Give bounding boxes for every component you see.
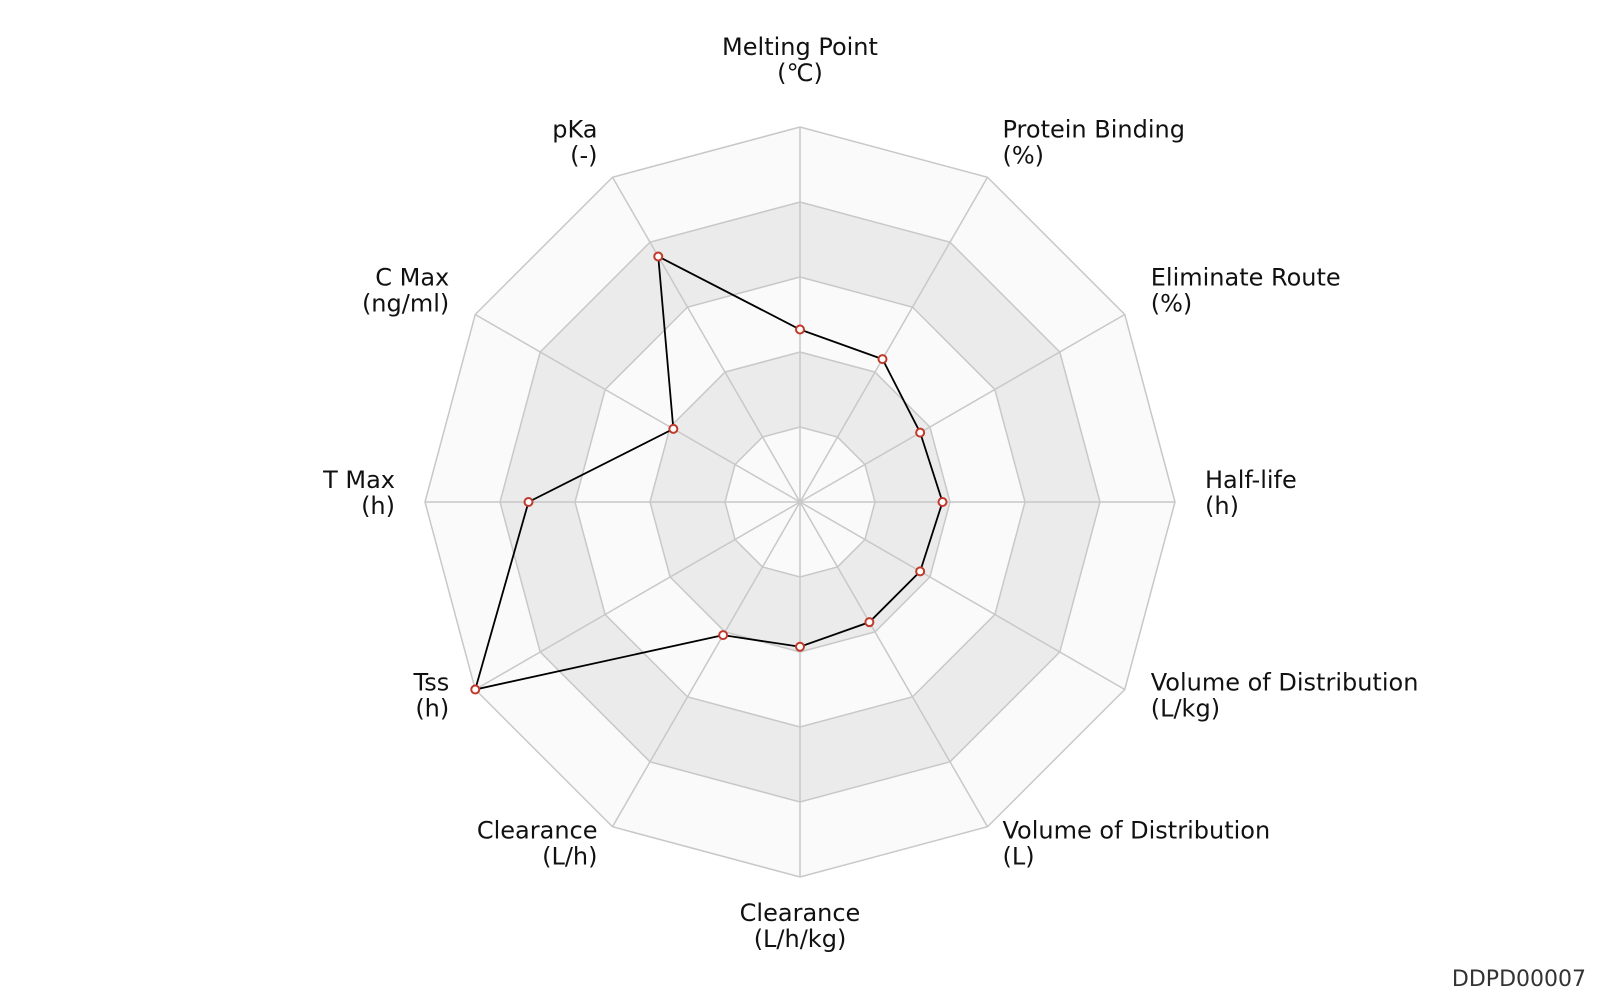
data-point-9 — [523, 497, 534, 507]
axis-unit-9: (h) — [361, 492, 395, 520]
axis-unit-1: (%) — [1003, 141, 1045, 169]
data-point-8 — [470, 684, 481, 695]
axis-spoke-1 — [799, 176, 989, 503]
data-point-5 — [864, 617, 875, 628]
axis-label-8: Tss (h) — [413, 669, 450, 723]
axis-label-11: pKa (-) — [552, 115, 597, 169]
data-point-4 — [915, 566, 926, 577]
axis-spoke-5 — [799, 501, 989, 828]
axis-spoke-4 — [799, 501, 1126, 691]
data-point-6 — [795, 641, 805, 652]
radar-series — [470, 251, 948, 695]
axis-name-5: Volume of Distribution — [1003, 817, 1271, 845]
axis-spoke-11 — [611, 176, 801, 503]
axis-spoke-2 — [799, 313, 1126, 503]
axis-unit-7: (L/h) — [542, 843, 597, 871]
axis-label-9: T Max (h) — [322, 466, 395, 520]
axis-label-4: Volume of Distribution (L/kg) — [1151, 669, 1419, 723]
axis-unit-5: (L) — [1003, 843, 1035, 871]
axis-label-0: Melting Point (℃) — [722, 33, 878, 87]
data-point-11 — [653, 251, 664, 262]
axis-name-0: Melting Point — [722, 33, 878, 61]
axis-label-2: Eliminate Route (%) — [1151, 264, 1341, 318]
data-point-2 — [915, 427, 926, 438]
axis-unit-8: (h) — [415, 695, 449, 723]
axis-label-3: Half-life (h) — [1205, 466, 1297, 520]
axis-label-10: C Max (ng/ml) — [362, 264, 449, 318]
data-point-10 — [668, 423, 679, 434]
data-point-1 — [877, 354, 888, 365]
axis-unit-0: (℃) — [777, 59, 823, 87]
axis-name-4: Volume of Distribution — [1151, 669, 1419, 697]
axis-spoke-7 — [611, 501, 801, 828]
axis-label-1: Protein Binding (%) — [1003, 115, 1185, 169]
record-id: DDPD00007 — [1451, 967, 1586, 992]
data-point-3 — [937, 497, 948, 507]
axis-name-8: Tss — [413, 669, 450, 697]
axis-unit-11: (-) — [570, 141, 597, 169]
axis-name-1: Protein Binding — [1003, 115, 1185, 143]
axis-unit-6: (L/h/kg) — [754, 925, 847, 953]
data-point-7 — [718, 630, 729, 641]
axis-name-3: Half-life — [1205, 466, 1297, 494]
radar-axis-labels: Melting Point (℃)Protein Binding (%)Elimin… — [322, 33, 1418, 953]
axis-unit-3: (h) — [1205, 492, 1239, 520]
axis-name-11: pKa — [552, 115, 597, 143]
axis-name-6: Clearance — [740, 899, 861, 927]
axis-unit-2: (%) — [1151, 290, 1193, 318]
axis-label-5: Volume of Distribution (L) — [1003, 817, 1271, 871]
radar-grid-spokes — [425, 127, 1175, 877]
axis-label-6: Clearance (L/h/kg) — [740, 899, 861, 953]
axis-spoke-8 — [474, 501, 801, 691]
axis-unit-4: (L/kg) — [1151, 695, 1220, 723]
axis-name-7: Clearance — [477, 817, 598, 845]
axis-spoke-10 — [474, 313, 801, 503]
axis-unit-10: (ng/ml) — [362, 290, 449, 318]
data-point-0 — [795, 324, 805, 335]
axis-name-2: Eliminate Route — [1151, 264, 1341, 292]
axis-name-9: T Max — [322, 466, 395, 494]
axis-name-10: C Max — [375, 264, 449, 292]
axis-label-7: Clearance (L/h) — [477, 817, 598, 871]
